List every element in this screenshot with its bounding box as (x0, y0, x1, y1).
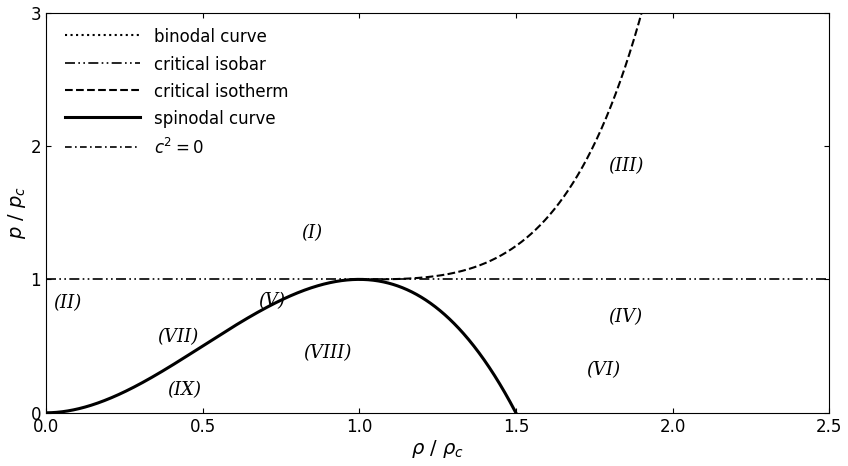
Legend: binodal curve, critical isobar, critical isotherm, spinodal curve, $c^2 = 0$: binodal curve, critical isobar, critical… (62, 25, 292, 161)
critical isotherm (504, 248, 514, 254)
critical isotherm (438, 272, 449, 278)
critical isotherm (375, 276, 385, 282)
critical isobar (354, 277, 365, 282)
spinodal curve (89, 402, 99, 407)
critical isotherm (458, 268, 468, 274)
spinodal curve (416, 295, 427, 300)
Line: spinodal curve: spinodal curve (46, 280, 516, 413)
Line: critical isotherm: critical isotherm (360, 0, 645, 280)
spinodal curve (408, 289, 418, 295)
spinodal curve (354, 277, 365, 282)
Text: (V): (V) (258, 292, 285, 310)
Text: (II): (II) (53, 295, 82, 312)
critical isotherm (354, 277, 365, 282)
spinodal curve (248, 312, 258, 318)
Text: (VII): (VII) (157, 328, 198, 346)
spinodal curve (510, 410, 521, 415)
critical isobar (41, 277, 51, 282)
Y-axis label: $p$ / $p_c$: $p$ / $p_c$ (6, 186, 27, 239)
Text: (IV): (IV) (609, 308, 643, 326)
Text: (VI): (VI) (587, 361, 621, 379)
Text: (IX): (IX) (167, 381, 201, 399)
Text: (III): (III) (608, 157, 644, 175)
Text: (VIII): (VIII) (304, 344, 352, 362)
critical isotherm (467, 265, 477, 271)
critical isotherm (626, 46, 636, 51)
critical isotherm (640, 0, 650, 2)
Text: (I): (I) (302, 224, 323, 242)
spinodal curve (364, 277, 374, 282)
spinodal curve (41, 410, 51, 416)
spinodal curve (231, 322, 241, 328)
X-axis label: $\rho$ / $\rho_c$: $\rho$ / $\rho_c$ (411, 439, 464, 460)
